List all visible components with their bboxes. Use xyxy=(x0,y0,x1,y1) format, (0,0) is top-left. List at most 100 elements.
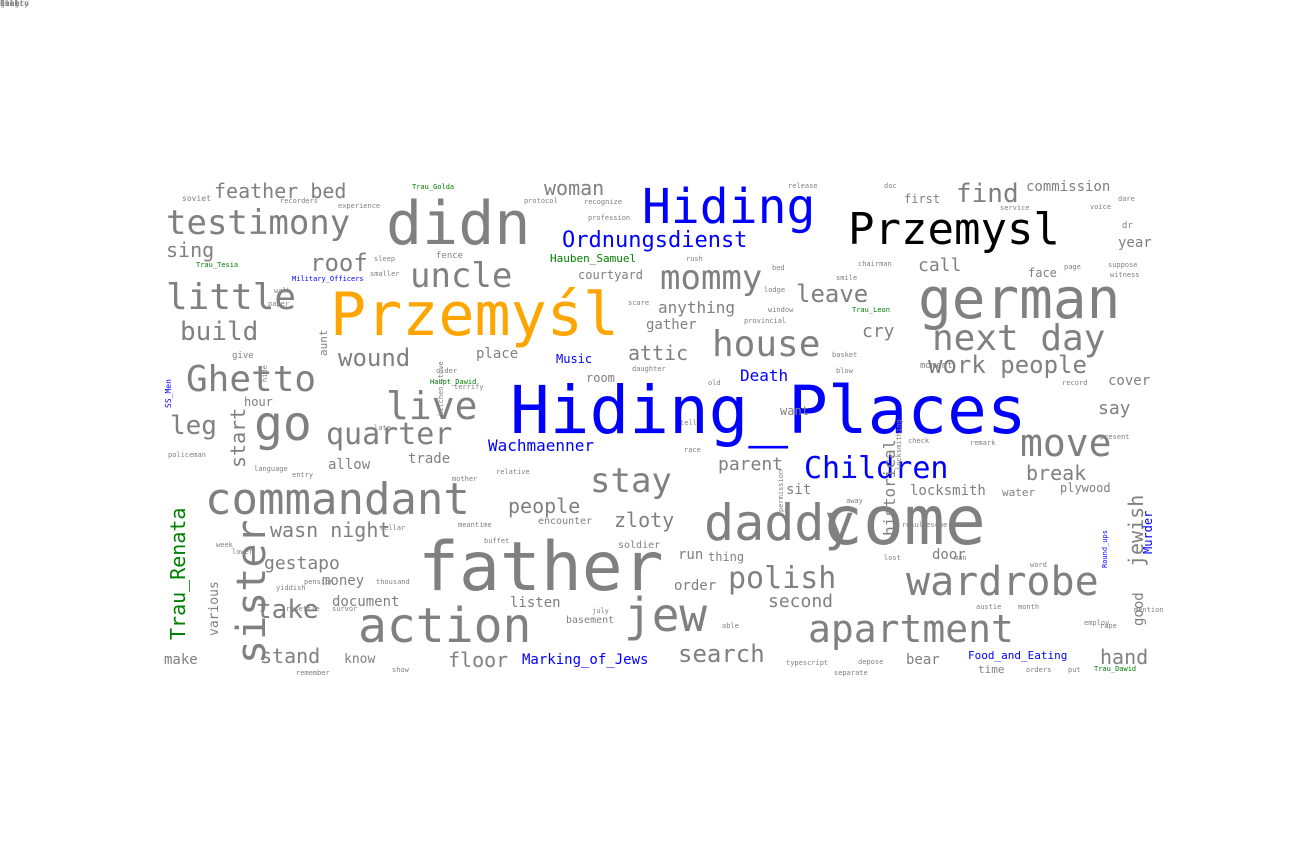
word-haupt-dawid: Haupt_Dawid xyxy=(430,378,477,386)
word-remember: remember xyxy=(296,669,330,677)
word-show: show xyxy=(392,666,409,674)
word-place: place xyxy=(476,346,519,362)
word-call: call xyxy=(918,255,962,276)
word-relative: relative xyxy=(496,468,530,476)
word-locksmith: locksmith xyxy=(910,483,986,499)
word-yiddish: yiddish xyxy=(276,584,306,592)
word-allow: allow xyxy=(328,457,371,473)
word-stay: stay xyxy=(590,461,672,501)
word-smaller: smaller xyxy=(370,270,400,278)
word-wasn-night: wasn night xyxy=(270,518,391,542)
word-hand: hand xyxy=(1100,645,1149,669)
word-profession: profession xyxy=(588,214,631,222)
word-week: week xyxy=(216,541,233,549)
word-wachmaenner: Wachmaenner xyxy=(488,436,594,455)
word-attic: attic xyxy=(628,341,689,365)
word-cover: cover xyxy=(1108,373,1151,389)
word-remark: remark xyxy=(970,439,996,447)
word-quarter: quarter xyxy=(326,417,453,452)
word-commission: commission xyxy=(1026,179,1111,195)
word-want: want xyxy=(780,404,809,418)
word-trau-tesia: Trau_Tesia xyxy=(196,261,239,269)
word-smile: smile xyxy=(836,274,858,282)
word-water: water xyxy=(1002,486,1036,499)
word-mention: mention xyxy=(1134,606,1164,614)
word-witness: witness xyxy=(1110,271,1140,279)
word-mother: mother xyxy=(452,475,478,483)
word-come: come xyxy=(822,482,986,561)
word-daddy: daddy xyxy=(704,494,855,552)
word-lower: lower xyxy=(232,548,254,556)
word-run: run xyxy=(678,547,704,563)
word-year: year xyxy=(1118,235,1152,251)
word-scare: scare xyxy=(628,299,650,307)
word-chairman: chairman xyxy=(858,260,892,268)
word-say: say xyxy=(1098,398,1131,419)
word-ghetto: Ghetto xyxy=(186,359,317,400)
word-roof: roof xyxy=(310,249,368,277)
word-military-officers: Military_Officers xyxy=(292,275,364,283)
word-commandant: commandant xyxy=(205,474,470,525)
word-thing: thing xyxy=(708,550,745,564)
word-result: result xyxy=(902,521,928,529)
word-leave: leave xyxy=(796,280,869,308)
word-trade: trade xyxy=(408,451,451,467)
word-wardrobe: wardrobe xyxy=(906,559,1099,605)
word-ghetto: ghetto xyxy=(0,0,29,8)
word-put: put xyxy=(1068,666,1081,674)
word-employ: employ xyxy=(1084,619,1110,627)
word-soldier: soldier xyxy=(618,540,661,551)
word-uncle: uncle xyxy=(410,256,513,296)
word-stand: stand xyxy=(260,644,321,668)
word-recognize: recognize xyxy=(584,198,622,206)
word-soviet: soviet xyxy=(182,194,211,203)
word-murder: Murder xyxy=(1141,510,1155,554)
word-document: document xyxy=(332,594,400,610)
word-cellar: cellar xyxy=(380,524,406,532)
word-time: time xyxy=(978,663,1005,676)
word-make: make xyxy=(164,652,198,668)
word-lodge: lodge xyxy=(764,286,786,294)
word-first: first xyxy=(904,192,941,206)
word-race: race xyxy=(684,446,701,454)
word-old: old xyxy=(708,379,721,387)
word-entry: entry xyxy=(292,471,314,479)
word-month: month xyxy=(1018,603,1040,611)
word-buffet: buffet xyxy=(484,537,510,545)
word-able: able xyxy=(722,622,739,630)
word-przemy-l: Przemyśl xyxy=(330,280,619,350)
word-didn: didn xyxy=(386,189,531,259)
word-check: check xyxy=(908,437,930,445)
word-take: take xyxy=(256,595,319,625)
word-round-ups: Round_ups xyxy=(1101,530,1109,568)
word-service: service xyxy=(1000,204,1030,212)
word-feather-bed: feather bed xyxy=(214,179,347,203)
word-protocol: protocol xyxy=(524,197,558,205)
word-people: people xyxy=(508,494,581,518)
word-permission: permission xyxy=(777,469,785,512)
word-food-and-eating: Food_and_Eating xyxy=(968,649,1068,662)
word-hide: hide xyxy=(261,365,269,382)
word-dr: dr xyxy=(1122,221,1133,231)
word-marking-of-jews: Marking_of_Jews xyxy=(522,652,649,668)
word-build: build xyxy=(180,317,259,347)
word-action: action xyxy=(358,598,532,654)
word-przemysl: Przemysl xyxy=(848,204,1060,255)
word-recorders: recorders xyxy=(280,197,318,205)
word-sit: sit xyxy=(786,482,812,498)
word-depose: depose xyxy=(858,658,884,666)
word-suppose: suppose xyxy=(1108,261,1138,269)
word-death: Death xyxy=(740,366,789,385)
word-work-people: work people xyxy=(928,351,1087,379)
word-sing: sing xyxy=(166,238,215,262)
word-word: word xyxy=(1030,561,1047,569)
word-sister: sister xyxy=(229,519,275,665)
word-apartment: apartment xyxy=(808,607,1014,651)
word-survor: survor xyxy=(332,605,358,613)
word-hungry: hungry xyxy=(0,0,29,8)
word-house: house xyxy=(712,324,821,365)
word-basement: basement xyxy=(566,615,615,626)
word-release: release xyxy=(788,182,818,190)
word-record: record xyxy=(1062,379,1088,387)
